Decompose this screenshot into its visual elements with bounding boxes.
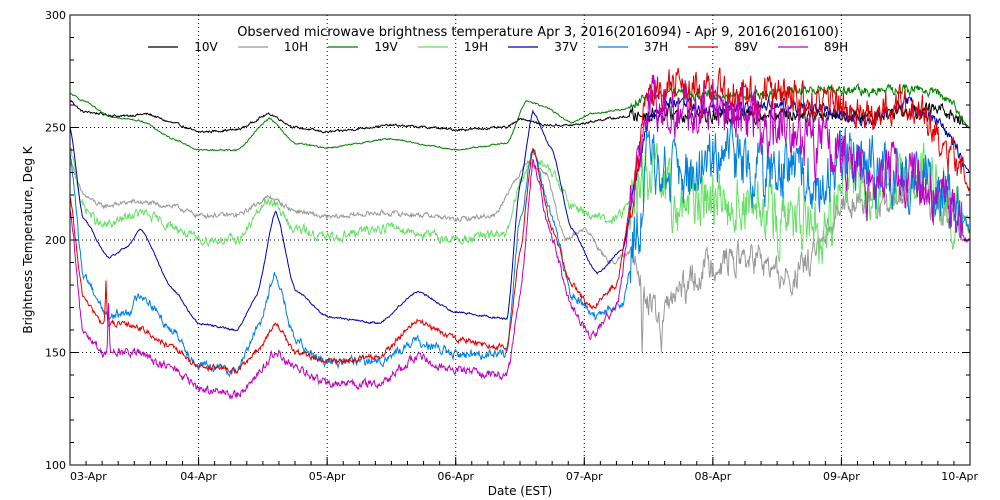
chart-title: Observed microwave brightness temperatur… bbox=[237, 25, 839, 40]
series-line-10V bbox=[69, 99, 971, 134]
legend-label: 37H bbox=[644, 40, 668, 54]
x-axis-ticks: 03-Apr 04-Apr 05-Apr 06-Apr 07-Apr 08-Apr 09-A… bbox=[69, 457, 978, 483]
x-tick-label: 09-Apr bbox=[823, 470, 860, 483]
x-axis-label: Date (EST) bbox=[488, 484, 552, 498]
legend-label: 10V bbox=[194, 40, 218, 54]
x-tick-label: 10-Apr bbox=[941, 470, 978, 483]
y-tick-label: 100 bbox=[45, 459, 66, 472]
x-tick-label: 06-Apr bbox=[437, 470, 474, 483]
legend-label: 19V bbox=[374, 40, 398, 54]
y-tick-label: 150 bbox=[45, 347, 66, 360]
legend-label: 89V bbox=[734, 40, 758, 54]
legend-label: 89H bbox=[824, 40, 848, 54]
series-line-37H bbox=[69, 120, 971, 378]
x-tick-label: 03-Apr bbox=[70, 470, 107, 483]
x-tick-label: 04-Apr bbox=[180, 470, 217, 483]
series-line-89H bbox=[69, 74, 971, 400]
legend-label: 19H bbox=[464, 40, 488, 54]
x-tick-label: 05-Apr bbox=[309, 470, 346, 483]
y-axis-ticks: 100 150 200 250 300 bbox=[45, 9, 970, 472]
y-tick-label: 200 bbox=[45, 234, 66, 247]
series-line-19V bbox=[70, 82, 971, 152]
grid-lines bbox=[70, 15, 970, 465]
legend-label: 37V bbox=[554, 40, 578, 54]
legend: 10V 10H 19V 19H 37V 37H 89V 89H bbox=[148, 40, 848, 54]
legend-label: 10H bbox=[284, 40, 308, 54]
data-series bbox=[69, 67, 971, 400]
y-axis-label: Brightness Temperature, Deg K bbox=[21, 145, 35, 333]
series-line-19H bbox=[69, 142, 971, 265]
y-tick-label: 300 bbox=[45, 9, 66, 22]
series-line-89V bbox=[69, 67, 971, 375]
x-tick-label: 07-Apr bbox=[566, 470, 603, 483]
x-tick-label: 08-Apr bbox=[694, 470, 731, 483]
y-tick-label: 250 bbox=[45, 122, 66, 135]
